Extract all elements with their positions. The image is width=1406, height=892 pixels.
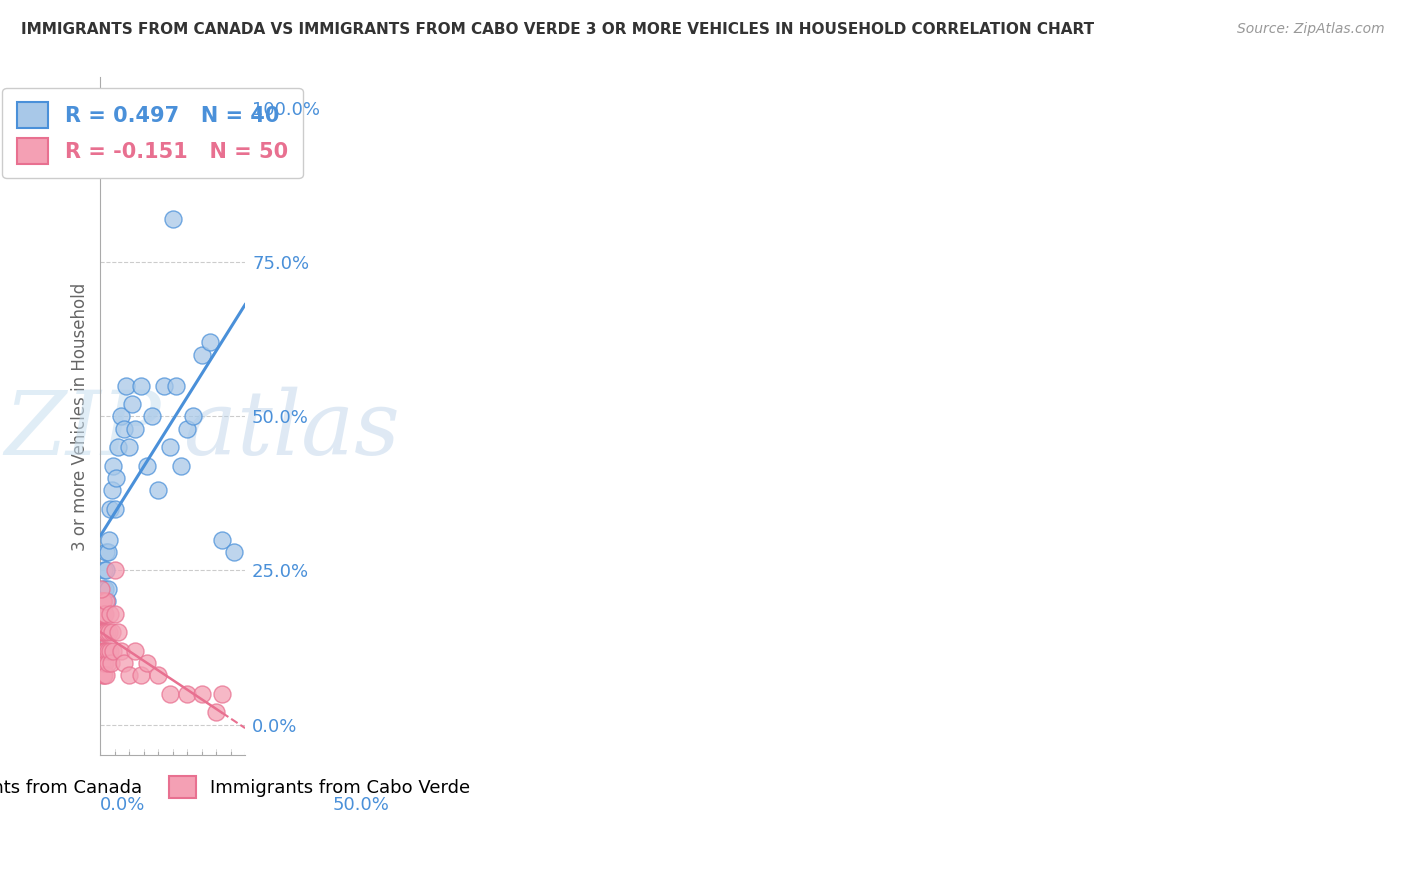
Point	[93, 668, 115, 682]
Point	[112, 656, 135, 670]
Point	[104, 607, 127, 621]
Point	[124, 422, 146, 436]
Point	[97, 582, 120, 596]
Point	[94, 643, 117, 657]
Point	[222, 545, 245, 559]
Point	[107, 625, 129, 640]
Point	[101, 625, 124, 640]
Point	[90, 643, 112, 657]
Point	[148, 668, 170, 682]
Point	[129, 668, 152, 682]
Point	[93, 643, 115, 657]
Point	[121, 397, 143, 411]
Point	[91, 594, 114, 608]
Point	[159, 440, 181, 454]
Point	[91, 643, 114, 657]
Point	[159, 687, 181, 701]
Point	[101, 483, 124, 498]
Point	[135, 458, 157, 473]
Point	[94, 594, 117, 608]
Point	[93, 607, 115, 621]
Legend: Immigrants from Canada, Immigrants from Cabo Verde: Immigrants from Canada, Immigrants from …	[0, 767, 479, 807]
Point	[90, 582, 112, 596]
Text: 0.0%: 0.0%	[100, 796, 146, 814]
Point	[90, 607, 112, 621]
Point	[100, 501, 122, 516]
Point	[135, 656, 157, 670]
Point	[176, 687, 198, 701]
Point	[96, 625, 118, 640]
Point	[97, 643, 120, 657]
Point	[190, 348, 212, 362]
Point	[211, 533, 233, 547]
Point	[228, 101, 250, 115]
Text: Source: ZipAtlas.com: Source: ZipAtlas.com	[1237, 22, 1385, 37]
Point	[91, 607, 114, 621]
Point	[205, 705, 228, 719]
Point	[94, 564, 117, 578]
Point	[94, 656, 117, 670]
Point	[90, 607, 112, 621]
Point	[107, 440, 129, 454]
Point	[93, 656, 115, 670]
Point	[112, 422, 135, 436]
Point	[105, 471, 128, 485]
Point	[93, 564, 115, 578]
Point	[94, 625, 117, 640]
Point	[148, 483, 170, 498]
Point	[91, 582, 114, 596]
Point	[104, 564, 127, 578]
Point	[93, 607, 115, 621]
Text: IMMIGRANTS FROM CANADA VS IMMIGRANTS FROM CABO VERDE 3 OR MORE VEHICLES IN HOUSE: IMMIGRANTS FROM CANADA VS IMMIGRANTS FRO…	[21, 22, 1094, 37]
Point	[118, 440, 141, 454]
Point	[91, 625, 114, 640]
Point	[91, 656, 114, 670]
Point	[190, 687, 212, 701]
Point	[181, 409, 204, 424]
Text: ZIP: ZIP	[4, 386, 162, 474]
Point	[118, 668, 141, 682]
Point	[91, 594, 114, 608]
Point	[104, 501, 127, 516]
Point	[94, 545, 117, 559]
Point	[91, 668, 114, 682]
Point	[103, 458, 125, 473]
Point	[93, 625, 115, 640]
Point	[90, 625, 112, 640]
Point	[94, 668, 117, 682]
Point	[165, 378, 187, 392]
Point	[94, 582, 117, 596]
Point	[91, 594, 114, 608]
Point	[211, 687, 233, 701]
Point	[98, 643, 121, 657]
Point	[162, 212, 184, 227]
Point	[110, 643, 132, 657]
Point	[93, 607, 115, 621]
Point	[97, 545, 120, 559]
Point	[170, 458, 193, 473]
Point	[129, 378, 152, 392]
Point	[103, 643, 125, 657]
Point	[110, 409, 132, 424]
Point	[90, 607, 112, 621]
Point	[97, 656, 120, 670]
Point	[124, 643, 146, 657]
Point	[200, 335, 222, 350]
Point	[153, 378, 176, 392]
Point	[115, 378, 138, 392]
Point	[91, 625, 114, 640]
Point	[98, 625, 121, 640]
Text: 50.0%: 50.0%	[333, 796, 389, 814]
Point	[176, 422, 198, 436]
Point	[96, 594, 118, 608]
Text: atlas: atlas	[184, 386, 401, 474]
Point	[93, 643, 115, 657]
Point	[90, 594, 112, 608]
Point	[98, 533, 121, 547]
Point	[100, 656, 122, 670]
Point	[100, 607, 122, 621]
Point	[141, 409, 163, 424]
Y-axis label: 3 or more Vehicles in Household: 3 or more Vehicles in Household	[72, 282, 89, 550]
